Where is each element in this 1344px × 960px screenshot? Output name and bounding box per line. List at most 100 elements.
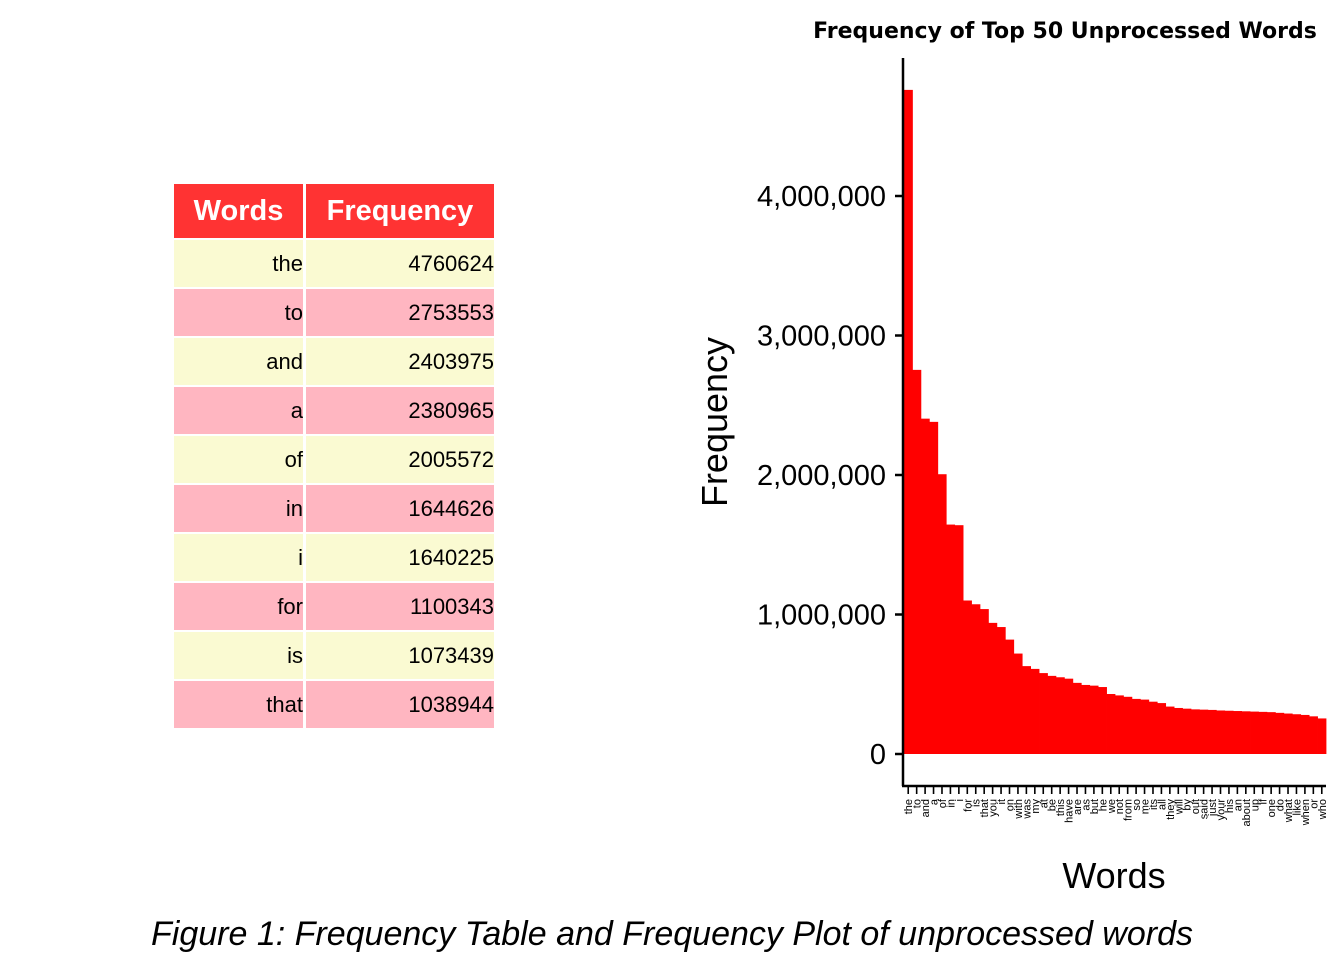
- bar-they: [1165, 706, 1175, 754]
- x-tick-label: as: [1080, 799, 1092, 811]
- bar-with: [1013, 653, 1023, 754]
- bar-are: [1072, 682, 1082, 754]
- x-tick-label: his: [1224, 799, 1236, 814]
- x-tick-label: of: [937, 798, 949, 808]
- table-row: the 4760624: [174, 240, 494, 289]
- x-tick-label: is: [971, 799, 983, 807]
- bar-a: [929, 421, 939, 754]
- x-tick-label: but: [1089, 799, 1101, 814]
- bar-have: [1064, 678, 1074, 754]
- freq-cell: 2403975: [306, 338, 494, 387]
- x-tick-label: from: [1123, 799, 1135, 821]
- table-row: is 1073439: [174, 632, 494, 681]
- bar-was: [1022, 666, 1031, 754]
- word-cell: for: [174, 583, 303, 632]
- bar-when: [1300, 714, 1310, 754]
- bar-at: [1039, 673, 1048, 754]
- x-tick-label: what: [1283, 799, 1295, 823]
- bar-i: [954, 525, 964, 754]
- x-tick-label: or: [1308, 799, 1320, 809]
- x-tick-label: are: [1072, 799, 1084, 815]
- x-tick-label: i: [954, 799, 966, 801]
- bar-do: [1275, 712, 1285, 754]
- x-tick-label: to: [912, 799, 924, 808]
- x-tick-label: he: [1097, 799, 1109, 811]
- bar-just: [1207, 709, 1217, 754]
- x-tick-label: so: [1131, 799, 1143, 811]
- table-header-row: Words Frequency: [174, 184, 494, 240]
- x-tick-label: at: [1038, 799, 1050, 808]
- x-tick-label: like: [1291, 799, 1303, 816]
- bar-up: [1250, 711, 1259, 754]
- x-tick-label: a: [929, 798, 941, 805]
- bar-it: [996, 627, 1006, 754]
- x-tick-label: one: [1266, 799, 1278, 817]
- x-tick-label: was: [1021, 799, 1033, 820]
- bar-so: [1131, 698, 1141, 754]
- x-tick-label: not: [1114, 799, 1126, 814]
- word-cell: i: [174, 534, 303, 583]
- bar-an: [1233, 711, 1242, 754]
- bar-but: [1089, 685, 1099, 754]
- word-cell: and: [174, 338, 303, 387]
- x-tick-label: all: [1156, 799, 1168, 810]
- x-tick-label: you: [988, 799, 1000, 817]
- x-axis-label: Words: [1062, 855, 1165, 896]
- word-cell: to: [174, 289, 303, 338]
- y-tick-label: 4,000,000: [757, 181, 886, 213]
- freq-cell: 2753553: [306, 289, 494, 338]
- x-tick-label: have: [1064, 799, 1076, 823]
- x-tick-label: my: [1030, 799, 1042, 814]
- freq-cell: 1644626: [306, 485, 494, 534]
- x-tick-label: be: [1047, 799, 1059, 811]
- freq-cell: 1100343: [306, 583, 494, 632]
- x-tick-label: do: [1275, 799, 1287, 811]
- bar-this: [1055, 677, 1065, 754]
- frequency-table: Words Frequency the 4760624 to 2753553 and…: [171, 184, 497, 730]
- bars-group: [904, 89, 1327, 754]
- x-tick-label: when: [1300, 799, 1312, 826]
- y-tick-label: 2,000,000: [757, 460, 886, 492]
- freq-cell: 1038944: [306, 681, 494, 730]
- chart-title: Frequency of Top 50 Unprocessed Words: [813, 19, 1317, 44]
- bar-not: [1115, 695, 1124, 754]
- bar-as: [1081, 684, 1091, 754]
- x-tick-label: an: [1232, 799, 1244, 811]
- x-tick-label: said: [1199, 799, 1211, 819]
- x-tick-label: just: [1207, 799, 1219, 817]
- bar-and: [920, 418, 930, 754]
- x-tick-label: with: [1013, 799, 1025, 820]
- bar-we: [1106, 694, 1116, 754]
- freq-cell: 2380965: [306, 387, 494, 436]
- x-tick-label: its: [1148, 799, 1160, 811]
- x-tick-label: out: [1190, 799, 1202, 814]
- x-tick-label: about: [1241, 799, 1253, 827]
- freq-cell: 2005572: [306, 436, 494, 485]
- table-row: in 1644626: [174, 485, 494, 534]
- bar-like: [1292, 714, 1302, 754]
- bar-said: [1199, 709, 1209, 754]
- x-tick-label: this: [1055, 799, 1067, 817]
- x-tick-label: who: [1317, 799, 1329, 820]
- figure-caption: Figure 1: Frequency Table and Frequency …: [151, 915, 1193, 953]
- bar-to: [912, 369, 922, 754]
- bar-its: [1148, 701, 1158, 754]
- bar-for: [963, 600, 972, 754]
- bar-is: [971, 604, 981, 754]
- bar-out: [1190, 709, 1200, 754]
- y-tick-label: 1,000,000: [757, 600, 886, 632]
- table-row: a 2380965: [174, 387, 494, 436]
- bar-be: [1047, 675, 1057, 754]
- word-cell: that: [174, 681, 303, 730]
- bar-my: [1030, 668, 1040, 754]
- x-tick-label: we: [1106, 799, 1118, 814]
- bar-your: [1216, 710, 1226, 754]
- x-tick-label: if: [1258, 798, 1270, 804]
- table-row: i 1640225: [174, 534, 494, 583]
- word-cell: the: [174, 240, 303, 289]
- bar-he: [1098, 687, 1107, 754]
- x-tick-label: me: [1140, 799, 1152, 814]
- bar-about: [1241, 711, 1251, 754]
- bar-on: [1005, 639, 1015, 754]
